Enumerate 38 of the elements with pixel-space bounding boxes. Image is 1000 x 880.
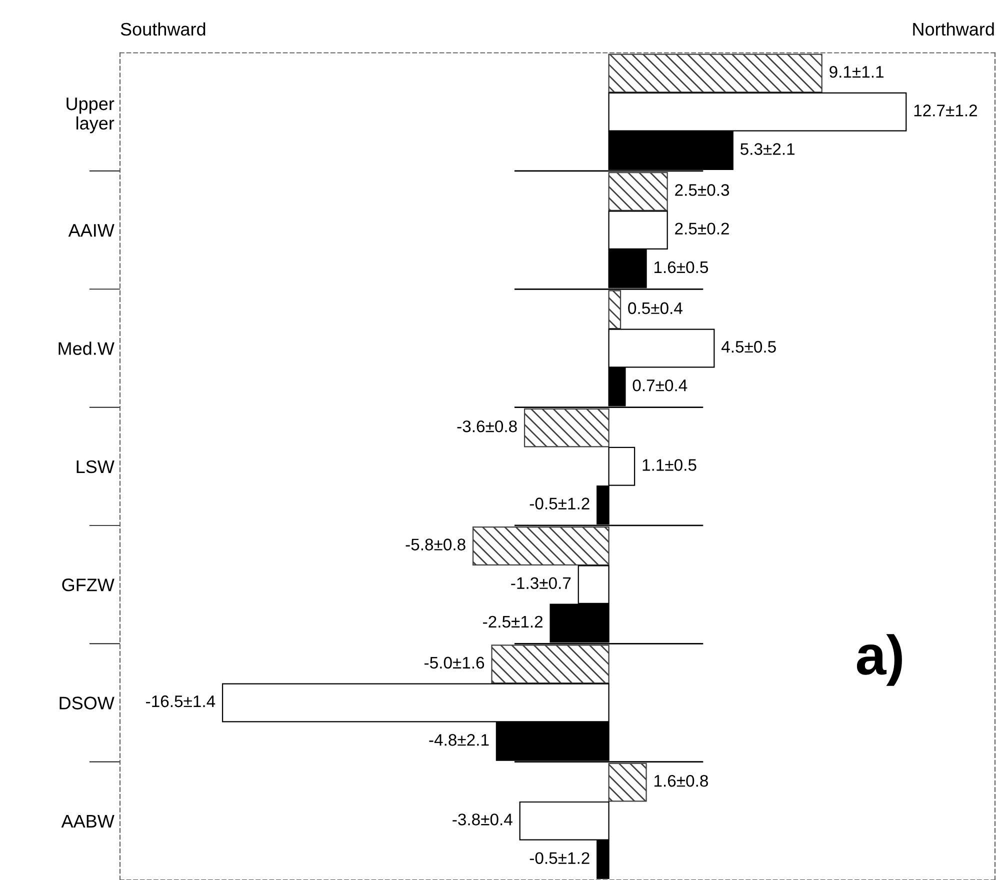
data-label: -3.6±0.8 <box>457 420 517 432</box>
text: Northward <box>913 22 994 36</box>
bar <box>608 172 668 211</box>
data-label: 1.6±0.5 <box>654 261 708 274</box>
data-label: 0.7±0.4 <box>632 380 688 392</box>
y-tick-label: LSW <box>76 460 114 474</box>
data-label: -0.5±1.2 <box>530 852 590 864</box>
data-label: 2.5±0.2 <box>675 222 729 235</box>
y-tick-label: AAIW <box>68 224 114 237</box>
bar <box>608 762 647 802</box>
data-label: -2.5±1.2 <box>483 616 543 628</box>
y-tick-label: Upper layer <box>66 98 114 134</box>
data-label: -16.5±1.4 <box>146 695 216 708</box>
data-label: 12.7±1.2 <box>914 104 977 116</box>
data-label: -4.8±2.1 <box>429 734 489 746</box>
bar <box>608 290 622 330</box>
data-label: 1.6±0.8 <box>654 774 708 787</box>
data-label: -1.3±0.7 <box>511 577 571 590</box>
data-label: -0.5±1.2 <box>530 498 590 510</box>
data-label: 5.3±2.1 <box>740 143 795 155</box>
y-tick-label: AABW <box>61 815 114 828</box>
data-label: 0.5±0.4 <box>628 302 682 314</box>
bar <box>524 408 610 448</box>
data-label: 1.1±0.5 <box>642 459 696 471</box>
bar <box>491 644 610 684</box>
data-label: 2.5±0.3 <box>675 184 730 196</box>
text: Southward <box>120 22 206 36</box>
data-label: -5.0±1.6 <box>424 656 484 669</box>
data-label: 4.5±0.5 <box>721 340 776 353</box>
bar <box>472 526 610 566</box>
bar <box>608 54 822 93</box>
data-label: 9.1±1.1 <box>830 66 884 78</box>
annotation: a) <box>856 634 902 686</box>
y-tick-label: Med.W <box>58 342 114 355</box>
y-tick-label: GFZW <box>62 578 114 592</box>
data-label: -5.8±0.8 <box>406 538 466 550</box>
y-tick-label: DSOW <box>60 696 114 710</box>
data-label: -3.8±0.4 <box>452 814 512 826</box>
